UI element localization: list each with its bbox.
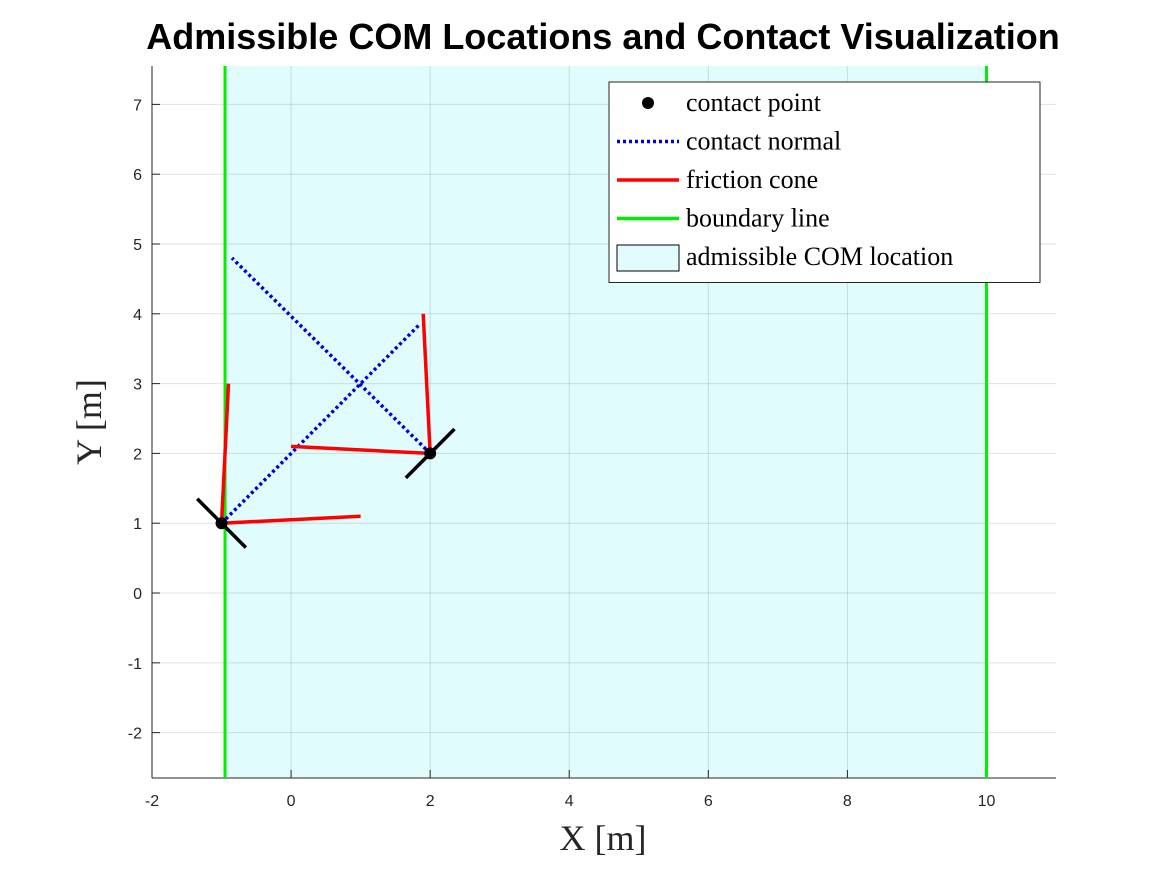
legend-label: contact normal xyxy=(686,127,841,156)
y-tick-label: -2 xyxy=(128,726,142,743)
y-tick-label: 2 xyxy=(133,446,142,463)
x-tick-label: -2 xyxy=(145,793,159,810)
friction-cone-edge xyxy=(421,313,432,454)
legend-swatch-admissible xyxy=(616,244,680,272)
y-tick-label: 6 xyxy=(133,167,142,184)
x-tick-label: 8 xyxy=(843,793,852,810)
x-tick-label: 0 xyxy=(287,793,296,810)
x-tick-label: 4 xyxy=(565,793,574,810)
legend-label: boundary line xyxy=(686,204,830,233)
contact-point xyxy=(424,447,437,460)
legend-box xyxy=(608,81,1041,283)
y-tick-label: 4 xyxy=(133,307,142,324)
y-tick-label: 7 xyxy=(133,97,142,114)
x-axis-label: X [m] xyxy=(560,818,647,858)
friction-cone-edge xyxy=(290,444,431,456)
y-tick-label: -1 xyxy=(128,656,142,673)
y-tick-label: 3 xyxy=(133,377,142,394)
x-tick-label: 6 xyxy=(704,793,713,810)
contact-normal-line xyxy=(220,323,421,525)
y-axis-label: Y [m] xyxy=(69,379,109,465)
legend-marker-contact-point xyxy=(642,97,654,109)
x-tick-label: 2 xyxy=(426,793,435,810)
friction-cone-edge xyxy=(219,383,231,524)
contact-point xyxy=(215,517,228,530)
friction-cone-edge xyxy=(221,514,361,525)
legend: contact point contact normal friction cone… xyxy=(608,81,1041,283)
legend-label: admissible COM location xyxy=(686,242,953,271)
contact-normal-line xyxy=(230,256,432,455)
x-tick-label: 10 xyxy=(978,793,996,810)
legend-label: friction cone xyxy=(686,165,818,194)
y-tick-label: 1 xyxy=(133,516,142,533)
legend-label: contact point xyxy=(686,88,822,117)
chart-title: Admissible COM Locations and Contact Vis… xyxy=(146,16,1059,57)
y-tick-label: 0 xyxy=(133,586,142,603)
y-tick-label: 5 xyxy=(133,237,142,254)
